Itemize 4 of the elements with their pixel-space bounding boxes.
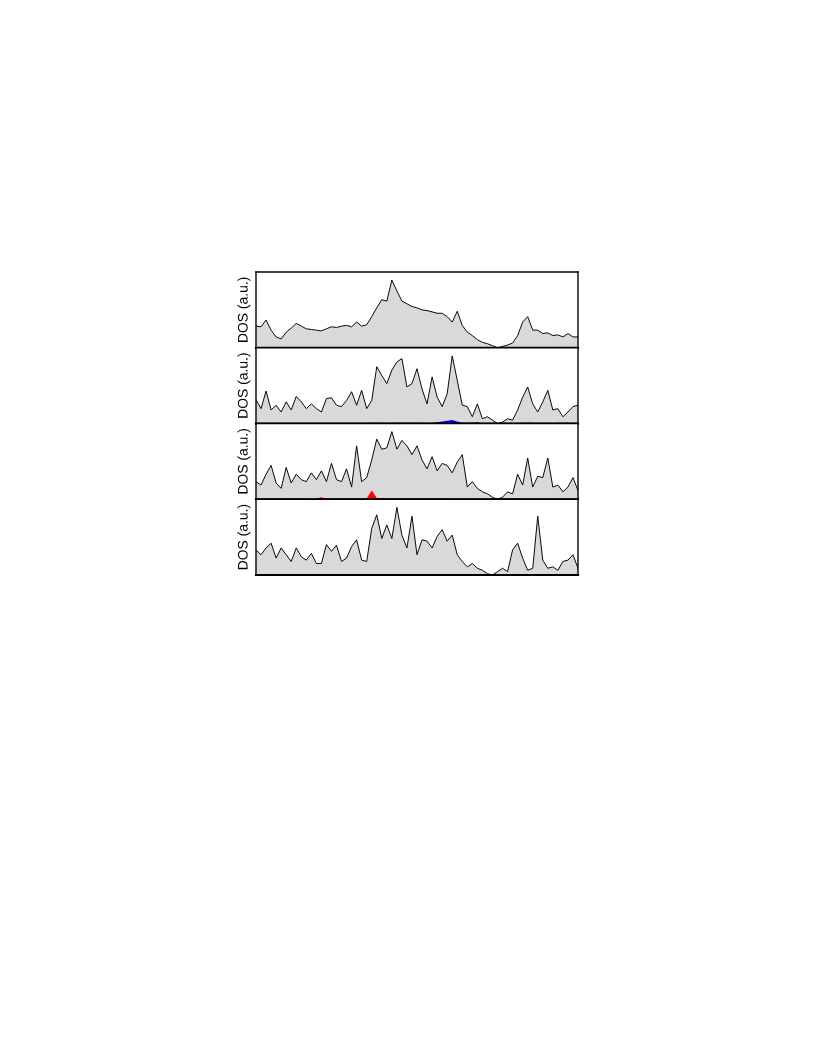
y-axis-title: DOS (a.u.)	[237, 504, 251, 570]
y-axis-title: DOS (a.u.)	[237, 353, 251, 418]
y-axis-title: DOS (a.u.)	[237, 429, 251, 494]
y-axis-title: DOS (a.u.)	[237, 277, 251, 342]
